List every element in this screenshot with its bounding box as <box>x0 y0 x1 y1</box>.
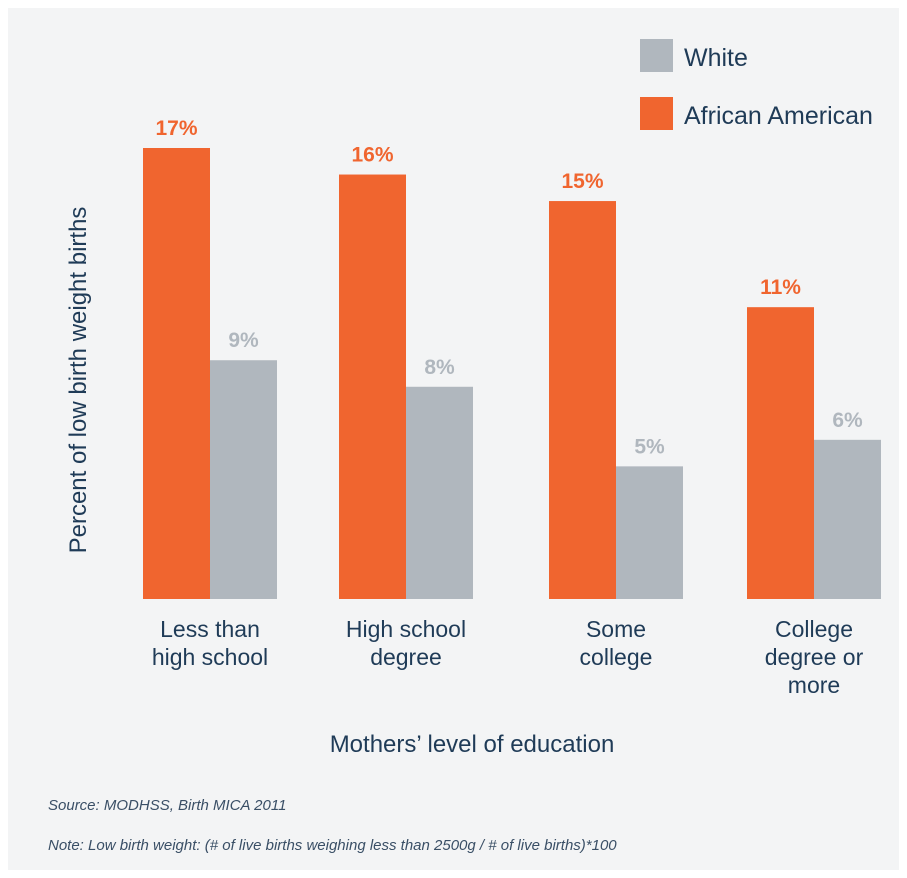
bar-african-american-high-school-degree <box>339 174 406 599</box>
category-label-line: more <box>788 672 840 698</box>
value-label-african-american-less-than-high-school: 17% <box>155 117 197 140</box>
value-label-white-high-school-degree: 8% <box>424 356 455 379</box>
value-label-african-american-college-degree-or-more: 11% <box>760 276 801 299</box>
value-label-white-some-college: 5% <box>634 435 665 458</box>
legend-label-white: White <box>684 44 748 72</box>
legend-swatch-african-american <box>640 97 673 130</box>
bar-white-college-degree-or-more <box>814 439 881 599</box>
value-label-white-college-degree-or-more: 6% <box>832 409 863 432</box>
legend-swatch-white <box>640 39 673 72</box>
bar-white-high-school-degree <box>406 386 473 599</box>
category-label-line: Some <box>586 616 646 642</box>
legend: White African American <box>640 39 873 130</box>
bar-african-american-less-than-high-school <box>143 148 210 599</box>
category-label-college-degree-or-more: College degree or more <box>765 616 864 698</box>
category-label-line: college <box>580 644 653 670</box>
bar-white-some-college <box>616 466 683 599</box>
value-label-white-less-than-high-school: 9% <box>228 329 259 352</box>
bar-white-less-than-high-school <box>210 360 277 599</box>
category-label-high-school-degree: High school degree <box>346 616 466 670</box>
x-axis-title: Mothers’ level of education <box>330 731 615 758</box>
value-labels-layer: 17% 9% 16% 8% 15% 5% 11% 6% <box>155 117 863 458</box>
y-axis-title: Percent of low birth weight births <box>65 207 92 554</box>
definition-note: Note: Low birth weight: (# of live birth… <box>48 837 617 854</box>
category-label-line: College <box>775 616 853 642</box>
value-label-african-american-some-college: 15% <box>561 170 603 193</box>
category-label-less-than-high-school: Less than high school <box>152 616 268 670</box>
bars-layer <box>143 148 881 599</box>
category-label-line: High school <box>346 616 466 642</box>
bar-african-american-college-degree-or-more <box>747 307 814 599</box>
category-labels-layer: Less than high school High school degree Som… <box>152 616 864 698</box>
category-label-some-college: Some college <box>580 616 653 670</box>
category-label-line: Less than <box>160 616 260 642</box>
category-label-line: degree <box>370 644 442 670</box>
category-label-line: degree or <box>765 644 864 670</box>
value-label-african-american-high-school-degree: 16% <box>351 144 393 167</box>
legend-label-african-american: African American <box>684 102 873 130</box>
source-note: Source: MODHSS, Birth MICA 2011 <box>48 797 286 814</box>
bar-african-american-some-college <box>549 201 616 599</box>
category-label-line: high school <box>152 644 268 670</box>
